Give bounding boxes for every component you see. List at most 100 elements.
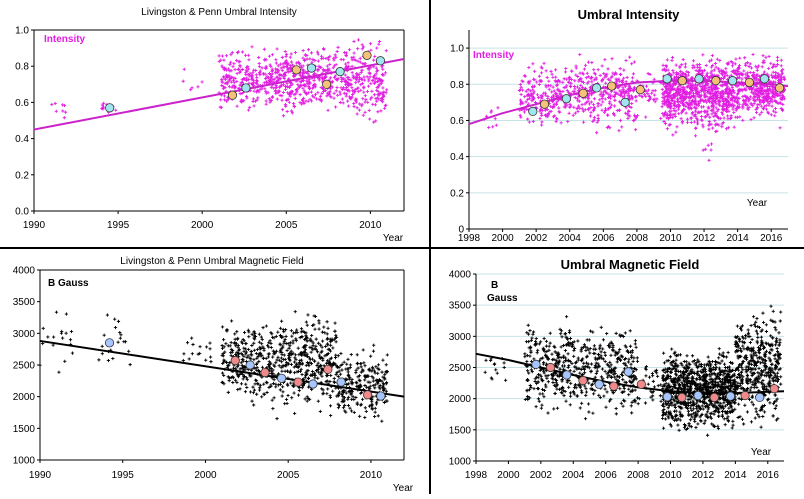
y-tick-label: 3000: [13, 329, 36, 340]
scatter-point: [547, 380, 550, 383]
scatter-point: [563, 86, 566, 89]
scatter-point: [707, 159, 710, 162]
scatter-point: [383, 373, 386, 376]
scatter-point: [64, 111, 67, 114]
x-tick-label: 2014: [727, 233, 750, 244]
scatter-point: [373, 93, 376, 96]
scatter-point: [252, 342, 255, 345]
scatter-point: [592, 103, 595, 106]
scatter-point: [222, 59, 225, 62]
scatter-point: [306, 324, 309, 327]
scatter-point: [190, 337, 193, 340]
scatter-point: [345, 92, 348, 95]
x-tick-label: 2010: [360, 470, 383, 481]
scatter-point: [313, 328, 316, 331]
scatter-point: [297, 394, 300, 397]
scatter-point: [322, 325, 325, 328]
scatter-point: [726, 114, 729, 117]
x-tick-label: 2012: [693, 233, 716, 244]
scatter-point: [357, 38, 360, 41]
scatter-point: [280, 99, 283, 102]
scatter-point: [255, 73, 258, 76]
scatter-point: [70, 330, 73, 333]
scatter-point: [615, 407, 618, 410]
scatter-point: [550, 353, 553, 356]
scatter-point: [326, 387, 329, 390]
scatter-point: [244, 342, 247, 345]
x-tick-label: 2006: [595, 470, 618, 481]
x-tick-label: 1990: [23, 220, 46, 231]
scatter-point: [350, 56, 353, 59]
scatter-point: [627, 358, 630, 361]
scatter-point: [730, 114, 733, 117]
scatter-point: [675, 64, 678, 67]
scatter-point: [756, 69, 759, 72]
scatter-point: [541, 392, 544, 395]
scatter-point: [247, 330, 250, 333]
scatter-point: [232, 367, 235, 370]
scatter-point: [362, 75, 365, 78]
scatter-points: [483, 53, 787, 162]
scatter-point: [564, 332, 567, 335]
scatter-point: [373, 415, 376, 418]
scatter-point: [585, 390, 588, 393]
scatter-point: [576, 85, 579, 88]
scatter-point: [300, 327, 303, 330]
scatter-point: [363, 416, 366, 419]
scatter-point: [331, 390, 334, 393]
scatter-point: [278, 350, 281, 353]
scatter-point: [666, 127, 669, 130]
scatter-point: [289, 381, 292, 384]
average-marker: [562, 95, 570, 103]
scatter-point: [778, 126, 781, 129]
scatter-point: [50, 103, 53, 106]
scatter-point: [337, 354, 340, 357]
scatter-point: [208, 347, 211, 350]
scatter-point: [328, 63, 331, 66]
scatter-point: [634, 339, 637, 342]
scatter-point: [231, 65, 234, 68]
scatter-point: [364, 406, 367, 409]
scatter-point: [271, 53, 274, 56]
scatter-point: [255, 393, 258, 396]
scatter-point: [527, 324, 530, 327]
scatter-point: [307, 377, 310, 380]
scatter-point: [384, 71, 387, 74]
scatter-point: [274, 385, 277, 388]
scatter-point: [523, 352, 526, 355]
scatter-point: [758, 113, 761, 116]
scatter-point: [724, 67, 727, 70]
chart-bottom-right: Umbral Magnetic Field1000150020002500300…: [431, 249, 804, 494]
scatter-point: [524, 100, 527, 103]
scatter-point: [346, 100, 349, 103]
x-tick-label: 2006: [592, 233, 615, 244]
scatter-point: [339, 352, 342, 355]
scatter-point: [103, 334, 106, 337]
scatter-point: [310, 61, 313, 64]
scatter-point: [281, 56, 284, 59]
scatter-point: [772, 63, 775, 66]
scatter-point: [335, 89, 338, 92]
scatter-point: [307, 48, 310, 51]
scatter-point: [328, 380, 331, 383]
scatter-point: [358, 108, 361, 111]
scatter-point: [336, 46, 339, 49]
scatter-point: [567, 364, 570, 367]
scatter-point: [613, 99, 616, 102]
scatter-point: [284, 55, 287, 58]
scatter-point: [292, 339, 295, 342]
average-marker: [336, 67, 344, 75]
scatter-point: [604, 360, 607, 363]
scatter-point: [265, 391, 268, 394]
scatter-point: [619, 119, 622, 122]
scatter-point: [774, 107, 777, 110]
scatter-point: [306, 313, 309, 316]
scatter-point: [290, 350, 293, 353]
scatter-point: [310, 351, 313, 354]
scatter-point: [630, 354, 633, 357]
scatter-point: [630, 62, 633, 65]
x-axis-label: Year: [393, 483, 414, 494]
average-marker: [529, 107, 537, 115]
x-tick-label: 1990: [29, 470, 52, 481]
scatter-point: [196, 85, 199, 88]
